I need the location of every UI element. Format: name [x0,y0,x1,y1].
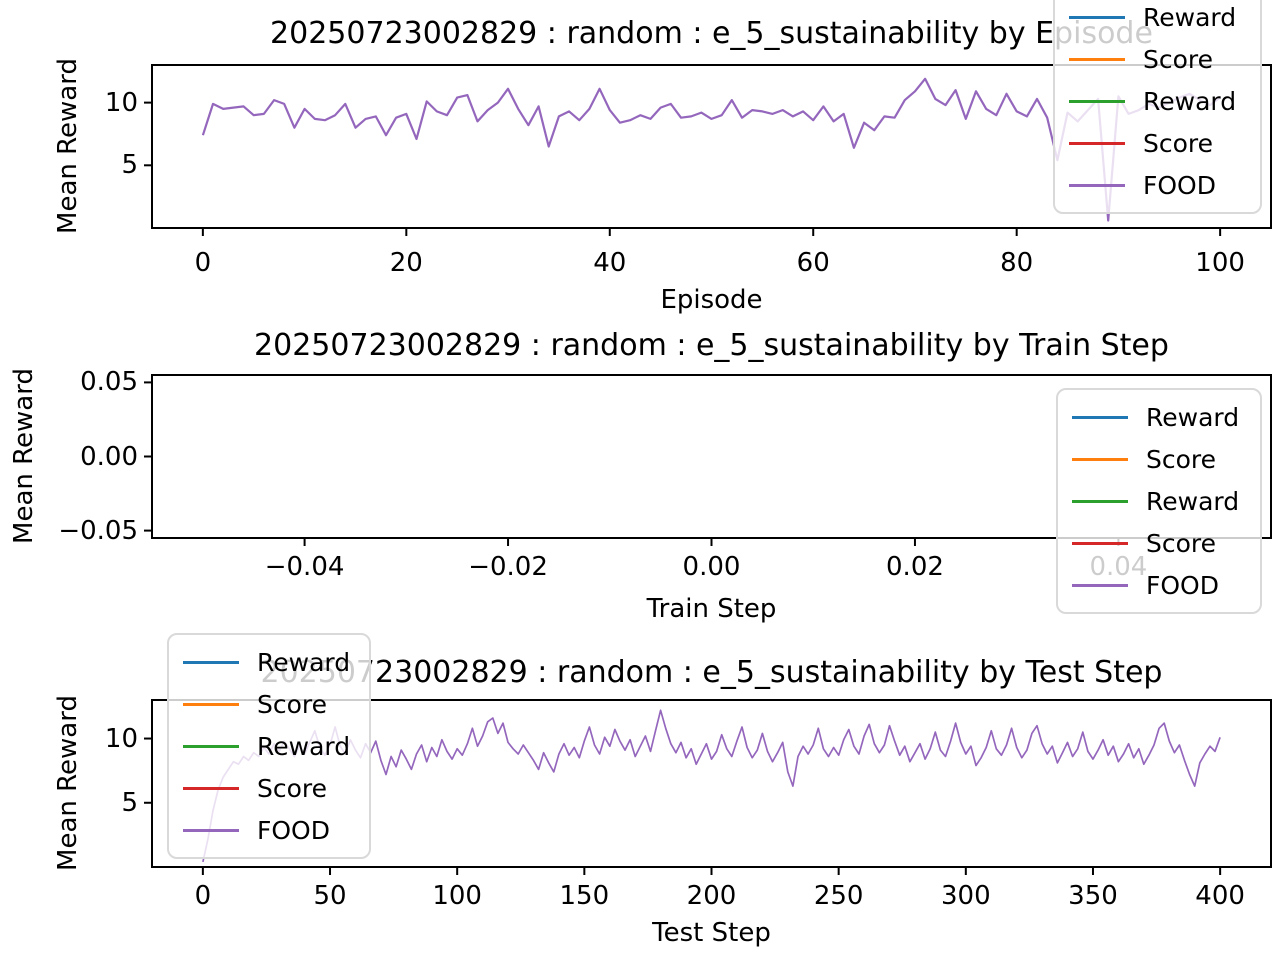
legend-entry: Score [1072,438,1246,480]
legend-line-sample [1069,99,1125,103]
legend-line-sample [1072,415,1128,419]
legend-label: FOOD [1143,170,1216,200]
y-tick-label: −0.05 [58,515,138,546]
legend-entry: Score [1072,522,1246,564]
x-axis-label: Test Step [652,918,771,948]
x-tick-label: 50 [313,881,347,911]
legend-entry: Reward [1072,480,1246,522]
x-tick-label: 80 [1000,248,1034,278]
legend: Reward Score Reward Score FOOD [1053,0,1262,214]
x-tick-label: 150 [559,881,610,911]
legend-entry: Reward [1072,396,1246,438]
legend-line-sample [183,744,239,748]
legend-line-sample [183,828,239,832]
chart-title: 20250723002829 : random : e_5_sustainabi… [270,16,1153,51]
series-line-food [202,709,1221,863]
chart-title: 20250723002829 : random : e_5_sustainabi… [254,328,1169,363]
legend-line-sample [183,660,239,664]
x-tick-label: 200 [686,881,737,911]
plot-area [144,64,1272,236]
legend-label: Reward [1143,2,1237,32]
x-tick-label: 300 [940,881,991,911]
y-tick-label: 5 [121,787,138,818]
legend-label: Reward [1146,402,1240,432]
x-tick-label: 0.04 [1089,552,1148,582]
x-tick-label: 100 [1195,248,1245,278]
legend-entry: Reward [1069,80,1246,122]
legend-line-sample [1069,183,1125,187]
legend-label: Score [257,773,328,803]
y-tick-label: 0.05 [80,367,138,398]
x-tick-label: 0 [194,881,212,911]
x-tick-label: 400 [1195,881,1245,911]
y-tick-label: 10 [104,723,138,754]
x-tick-label: 250 [813,881,864,911]
y-axis-label: Mean Reward [53,58,83,234]
legend-line-sample [1069,15,1125,19]
y-axis-label: Mean Reward [53,695,83,871]
axes-frame [151,64,1272,229]
legend-entry: Score [183,767,355,809]
y-tick-label: 0.00 [80,441,138,472]
y-axis-label: Mean Reward [9,368,39,544]
chart-title: 20250723002829 : random : e_5_sustainabi… [260,655,1163,690]
x-tick-label: 20 [389,248,423,278]
legend-label: Reward [1146,486,1240,516]
legend-entry: FOOD [1072,564,1246,606]
x-axis-label: Episode [660,285,763,315]
legend-line-sample [1072,499,1128,503]
legend-label: Score [257,689,328,719]
legend-line-sample [1072,541,1128,545]
legend-label: Reward [257,647,351,677]
legend-entry: Reward [183,725,355,767]
legend-label: Reward [257,731,351,761]
legend-entry: FOOD [183,809,355,851]
axes-frame [151,699,1272,868]
legend-entry: Score [1069,38,1246,80]
y-tick-label: 10 [104,87,138,118]
plot-area [144,699,1272,875]
legend-line-sample [183,702,239,706]
x-tick-label: 60 [796,248,830,278]
legend-entry: Score [183,683,355,725]
legend-line-sample [1072,583,1128,587]
plot-area [144,374,1272,546]
legend-entry: Score [1069,122,1246,164]
legend-label: Score [1146,444,1217,474]
y-tick-label: 5 [121,150,138,181]
legend-line-sample [183,786,239,790]
legend-entry: Reward [1069,0,1246,38]
legend-entry: Reward [183,641,355,683]
x-tick-label: 0.02 [886,552,944,582]
x-tick-label: 100 [432,881,482,911]
x-tick-label: 350 [1068,881,1118,911]
series-line-food [201,77,1221,222]
x-axis-label: Train Step [646,594,777,624]
legend-line-sample [1069,57,1125,61]
legend-label: Reward [1143,86,1237,116]
legend-line-sample [1069,141,1125,145]
legend-line-sample [1072,457,1128,461]
x-tick-label: 0 [194,248,212,278]
legend-label: FOOD [257,815,330,845]
axes-frame [151,374,1272,539]
x-tick-label: −0.04 [264,552,345,582]
x-tick-label: 40 [593,248,627,278]
legend: Reward Score Reward Score FOOD [167,633,371,859]
legend-entry: FOOD [1069,164,1246,206]
legend-label: FOOD [1146,570,1219,600]
legend-label: Score [1146,528,1217,558]
legend-label: Score [1143,44,1214,74]
legend: Reward Score Reward Score FOOD [1056,388,1262,614]
legend-label: Score [1143,128,1214,158]
x-tick-label: 0.00 [682,552,741,582]
x-tick-label: −0.02 [468,552,548,582]
